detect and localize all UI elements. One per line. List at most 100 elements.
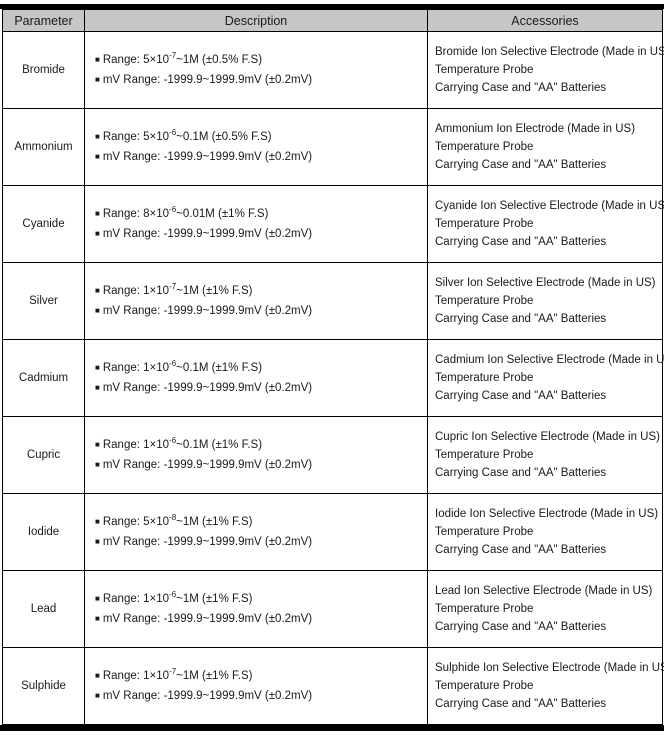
range-line: ■ Range: 1×10-7~1M (±1% F.S) — [95, 282, 253, 297]
accessory-item: Cadmium Ion Selective Electrode (Made in… — [435, 354, 664, 366]
accessory-item: Carrying Case and "AA" Batteries — [435, 621, 607, 633]
accessory-item: Carrying Case and "AA" Batteries — [435, 82, 607, 94]
range-line: ■ Range: 5×10-7~1M (±0.5% F.S) — [95, 51, 263, 66]
description-cell: ■ Range: 1×10-6~0.1M (±1% F.S) ■ mV Range: … — [84, 416, 428, 494]
square-bullet-icon: ■ — [95, 440, 100, 449]
table-row: Iodide ■ Range: 5×10-8~1M (±1% F.S) ■ mV Ran… — [2, 493, 663, 571]
accessories-cell: Lead Ion Selective Electrode (Made in US… — [427, 570, 663, 648]
parameter-cell: Sulphide — [2, 647, 85, 725]
accessories-cell: Sulphide Ion Selective Electrode (Made i… — [427, 647, 664, 725]
description-cell: ■ Range: 1×10-6~0.1M (±1% F.S) ■ mV Range: … — [84, 339, 428, 417]
accessory-item: Lead Ion Selective Electrode (Made in US… — [435, 585, 653, 597]
mv-range-line: ■ mV Range: -1999.9~1999.9mV (±0.2mV) — [95, 382, 313, 394]
accessory-item: Carrying Case and "AA" Batteries — [435, 159, 607, 171]
accessory-item: Carrying Case and "AA" Batteries — [435, 236, 607, 248]
accessory-item: Carrying Case and "AA" Batteries — [435, 698, 607, 710]
range-line: ■ Range: 5×10-8~1M (±1% F.S) — [95, 513, 253, 528]
accessory-item: Carrying Case and "AA" Batteries — [435, 544, 607, 556]
description-cell: ■ Range: 1×10-7~1M (±1% F.S) ■ mV Range: -1… — [84, 262, 428, 340]
range-line: ■ Range: 8×10-6~0.01M (±1% F.S) — [95, 205, 269, 220]
accessory-item: Ammonium Ion Electrode (Made in US) — [435, 123, 636, 135]
description-cell: ■ Range: 1×10-6~1M (±1% F.S) ■ mV Range: -1… — [84, 570, 428, 648]
table-row: Cadmium ■ Range: 1×10-6~0.1M (±1% F.S) ■ mV … — [2, 339, 664, 417]
bottom-border-bar — [0, 725, 664, 731]
top-border-bar — [0, 4, 664, 9]
square-bullet-icon: ■ — [95, 517, 100, 526]
exponent: -6 — [169, 205, 177, 215]
accessory-item: Temperature Probe — [435, 526, 534, 538]
square-bullet-icon: ■ — [95, 383, 100, 392]
mv-range-line: ■ mV Range: -1999.9~1999.9mV (±0.2mV) — [95, 613, 313, 625]
mv-range-line: ■ mV Range: -1999.9~1999.9mV (±0.2mV) — [95, 459, 313, 471]
square-bullet-icon: ■ — [95, 152, 100, 161]
accessory-item: Temperature Probe — [435, 64, 534, 76]
parameter-cell: Cadmium — [2, 339, 85, 417]
accessory-item: Carrying Case and "AA" Batteries — [435, 313, 607, 325]
table-row: Bromide ■ Range: 5×10-7~1M (±0.5% F.S) ■ mV … — [2, 31, 664, 109]
accessory-item: Temperature Probe — [435, 372, 534, 384]
square-bullet-icon: ■ — [95, 537, 100, 546]
parameter-cell: Bromide — [2, 31, 85, 109]
accessory-item: Temperature Probe — [435, 449, 534, 461]
mv-range-line: ■ mV Range: -1999.9~1999.9mV (±0.2mV) — [95, 305, 313, 317]
table-row: Sulphide ■ Range: 1×10-7~1M (±1% F.S) ■ mV R… — [2, 647, 664, 725]
mv-range-line: ■ mV Range: -1999.9~1999.9mV (±0.2mV) — [95, 536, 313, 548]
square-bullet-icon: ■ — [95, 132, 100, 141]
square-bullet-icon: ■ — [95, 229, 100, 238]
table-body: Bromide ■ Range: 5×10-7~1M (±0.5% F.S) ■ mV … — [2, 31, 664, 725]
range-line: ■ Range: 5×10-6~0.1M (±0.5% F.S) — [95, 128, 272, 143]
mv-range-line: ■ mV Range: -1999.9~1999.9mV (±0.2mV) — [95, 151, 313, 163]
accessories-cell: Ammonium Ion Electrode (Made in US) Tempe… — [427, 108, 663, 186]
range-line: ■ Range: 1×10-7~1M (±1% F.S) — [95, 667, 253, 682]
table-row: Cupric ■ Range: 1×10-6~0.1M (±1% F.S) ■ mV R… — [2, 416, 663, 494]
parameter-cell: Silver — [2, 262, 85, 340]
square-bullet-icon: ■ — [95, 75, 100, 84]
accessory-item: Temperature Probe — [435, 141, 534, 153]
table-row: Ammonium ■ Range: 5×10-6~0.1M (±0.5% F.S) ■… — [2, 108, 663, 186]
accessory-item: Silver Ion Selective Electrode (Made in … — [435, 277, 656, 289]
description-cell: ■ Range: 8×10-6~0.01M (±1% F.S) ■ mV Range:… — [84, 185, 428, 263]
accessory-item: Carrying Case and "AA" Batteries — [435, 467, 607, 479]
parameter-cell: Cupric — [2, 416, 85, 494]
exponent: -7 — [169, 667, 177, 677]
square-bullet-icon: ■ — [95, 286, 100, 295]
accessory-item: Sulphide Ion Selective Electrode (Made i… — [435, 662, 664, 674]
ion-electrode-spec-table: Parameter Description Accessories Bromid… — [2, 9, 664, 725]
description-cell: ■ Range: 5×10-7~1M (±0.5% F.S) ■ mV Range: … — [84, 31, 428, 109]
exponent: -7 — [169, 51, 177, 61]
square-bullet-icon: ■ — [95, 594, 100, 603]
accessory-item: Temperature Probe — [435, 218, 534, 230]
accessory-item: Bromide Ion Selective Electrode (Made in… — [435, 46, 664, 58]
mv-range-line: ■ mV Range: -1999.9~1999.9mV (±0.2mV) — [95, 690, 313, 702]
table-row: Silver ■ Range: 1×10-7~1M (±1% F.S) ■ mV Ran… — [2, 262, 663, 340]
accessories-cell: Cupric Ion Selective Electrode (Made in … — [427, 416, 663, 494]
square-bullet-icon: ■ — [95, 614, 100, 623]
exponent: -7 — [169, 282, 177, 292]
accessory-item: Carrying Case and "AA" Batteries — [435, 390, 607, 402]
column-header-accessories: Accessories — [427, 9, 663, 32]
accessories-cell: Cyanide Ion Selective Electrode (Made in… — [427, 185, 664, 263]
square-bullet-icon: ■ — [95, 209, 100, 218]
accessories-cell: Silver Ion Selective Electrode (Made in … — [427, 262, 663, 340]
square-bullet-icon: ■ — [95, 363, 100, 372]
exponent: -6 — [169, 436, 177, 446]
parameter-cell: Cyanide — [2, 185, 85, 263]
range-line: ■ Range: 1×10-6~1M (±1% F.S) — [95, 590, 253, 605]
accessories-cell: Bromide Ion Selective Electrode (Made in… — [427, 31, 664, 109]
mv-range-line: ■ mV Range: -1999.9~1999.9mV (±0.2mV) — [95, 228, 313, 240]
table-row: Lead ■ Range: 1×10-6~1M (±1% F.S) ■ mV Range… — [2, 570, 663, 648]
accessory-item: Temperature Probe — [435, 295, 534, 307]
description-cell: ■ Range: 1×10-7~1M (±1% F.S) ■ mV Range: -1… — [84, 647, 428, 725]
square-bullet-icon: ■ — [95, 460, 100, 469]
accessory-item: Iodide Ion Selective Electrode (Made in … — [435, 508, 659, 520]
description-cell: ■ Range: 5×10-8~1M (±1% F.S) ■ mV Range: -1… — [84, 493, 428, 571]
exponent: -6 — [169, 590, 177, 600]
range-line: ■ Range: 1×10-6~0.1M (±1% F.S) — [95, 359, 263, 374]
table-header: Parameter Description Accessories — [2, 9, 663, 32]
square-bullet-icon: ■ — [95, 306, 100, 315]
parameter-cell: Lead — [2, 570, 85, 648]
mv-range-line: ■ mV Range: -1999.9~1999.9mV (±0.2mV) — [95, 74, 313, 86]
column-header-parameter: Parameter — [2, 9, 85, 32]
parameter-cell: Iodide — [2, 493, 85, 571]
